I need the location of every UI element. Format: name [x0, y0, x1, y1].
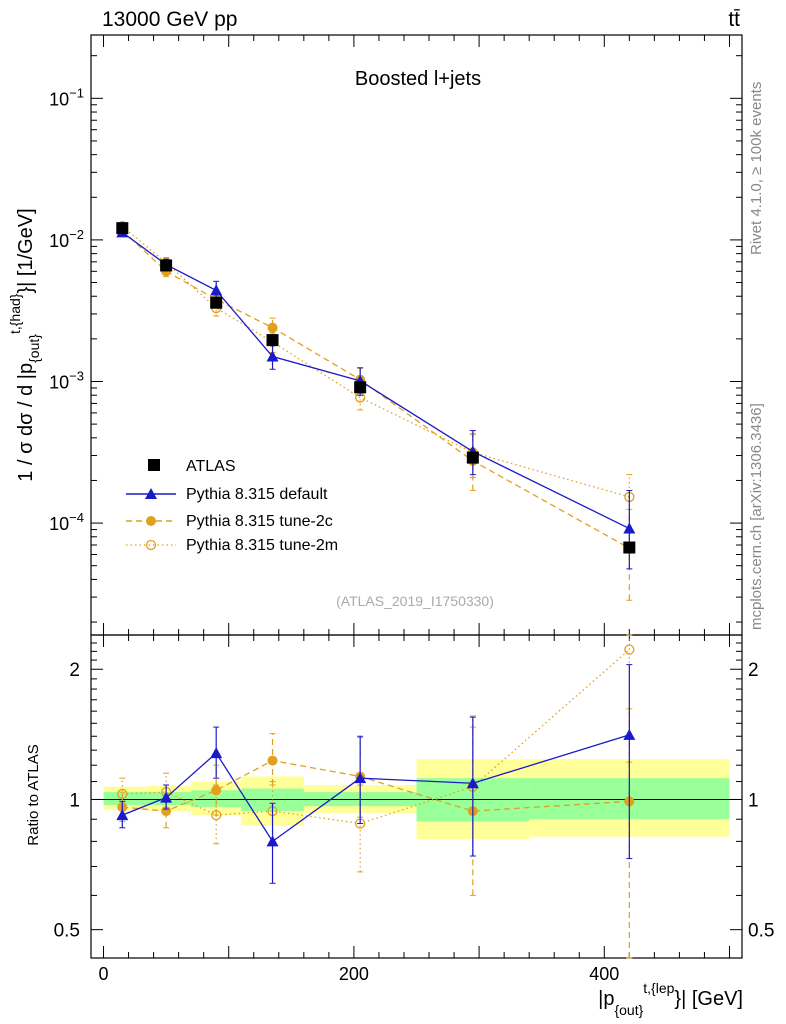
main-point-pythia-8-315-default: [210, 284, 223, 296]
ratio-y-tick-label: 2: [69, 660, 80, 681]
ratio-uncertainty-bands: [91, 759, 742, 840]
x-tick-label: 200: [339, 964, 369, 984]
main-point-pythia-8-315-default: [623, 522, 636, 534]
x-axis-label: |p{out}t,{lep}| [GeV]: [598, 980, 743, 1018]
main-y-tick-label: 10−4: [49, 510, 84, 534]
ratio-point-pythia-8-315-default: [354, 772, 367, 784]
main-y-tick-exp: −4: [69, 510, 84, 525]
legend-default-marker: [145, 488, 157, 499]
analysis-id: (ATLAS_2019_I1750330): [336, 593, 494, 609]
x-tick-label: 0: [99, 964, 109, 984]
main-line-pythia-8-315-default: [121, 231, 630, 530]
energy-label: 13000 GeV pp: [102, 8, 237, 31]
ratio-y-tick-label: 0.5: [54, 921, 80, 942]
legend: ATLAS Pythia 8.315 default Pythia 8.315 …: [126, 458, 338, 554]
main-point-pythia-8-315-tune-2c: [267, 322, 278, 333]
ratio-y-tick-label-right: 0.5: [748, 921, 774, 942]
legend-atlas-marker: [148, 459, 160, 471]
ratio-y-tick-label-right: 1: [748, 790, 759, 811]
ratio-point-pythia-8-315-default: [623, 728, 636, 740]
ratio-point-pythia-8-315-default: [160, 791, 173, 803]
ratio-point-pythia-8-315-tune-2c: [161, 806, 172, 817]
ratio-y-tick-label: 1: [69, 790, 80, 811]
main-y-tick-base: 10: [49, 231, 69, 251]
ratio-point-pythia-8-315-default: [466, 777, 479, 789]
main-y-tick-base: 10: [49, 372, 69, 392]
legend-tune2c-marker: [146, 516, 156, 526]
main-y-tick-label: 10−1: [49, 85, 84, 109]
main-point-atlas: [354, 381, 367, 394]
ratio-point-pythia-8-315-default: [210, 747, 223, 759]
ratio-band-green: [103, 792, 148, 806]
rivet-label: Rivet 4.1.0, ≥ 100k events: [748, 82, 765, 255]
legend-tune2c-label: Pythia 8.315 tune-2c: [186, 513, 333, 530]
main-point-atlas: [266, 334, 279, 347]
legend-default-label: Pythia 8.315 default: [186, 486, 328, 503]
main-line-pythia-8-315-tune-2m: [121, 225, 630, 498]
ratio-point-pythia-8-315-tune-2c: [267, 755, 278, 766]
ratio-frame: [90, 634, 743, 959]
main-point-atlas: [466, 451, 479, 464]
main-y-tick-exp: −1: [69, 85, 84, 100]
ratio-y-axis-label: Ratio to ATLAS: [25, 744, 42, 845]
ratio-point-pythia-8-315-default: [266, 835, 279, 847]
process-label: tt̄: [728, 8, 740, 31]
main-y-tick-exp: −2: [69, 227, 84, 242]
ratio-point-pythia-8-315-tune-2m: [624, 644, 635, 655]
ratio-y-tick-label-right: 2: [748, 660, 759, 681]
main-point-atlas: [160, 259, 173, 272]
main-point-pythia-8-315-default: [266, 350, 279, 362]
main-y-tick-base: 10: [49, 514, 69, 534]
x-tick-label: 400: [589, 964, 619, 984]
main-point-atlas: [116, 222, 129, 235]
data-marks: [116, 221, 636, 959]
main-point-atlas: [210, 296, 223, 309]
main-point-atlas: [623, 541, 636, 554]
legend-tune2m-label: Pythia 8.315 tune-2m: [186, 537, 338, 554]
main-y-tick-label: 10−2: [49, 227, 84, 251]
legend-atlas-label: ATLAS: [186, 458, 236, 475]
plot-title: Boosted l+jets: [355, 68, 481, 90]
main-y-tick-base: 10: [49, 89, 69, 109]
main-y-tick-exp: −3: [69, 368, 84, 383]
ratio-point-pythia-8-315-default: [116, 809, 129, 821]
main-y-tick-label: 10−3: [49, 368, 84, 392]
main-y-axis-label: 1 / σ dσ / d |p{out}t,{had}}| [1/GeV]: [7, 208, 42, 481]
mcplots-label: mcplots.cern.ch [arXiv:1306.3436]: [748, 403, 765, 630]
ratio-point-pythia-8-315-tune-2c: [211, 785, 222, 796]
legend-tune2m-marker: [145, 539, 157, 551]
